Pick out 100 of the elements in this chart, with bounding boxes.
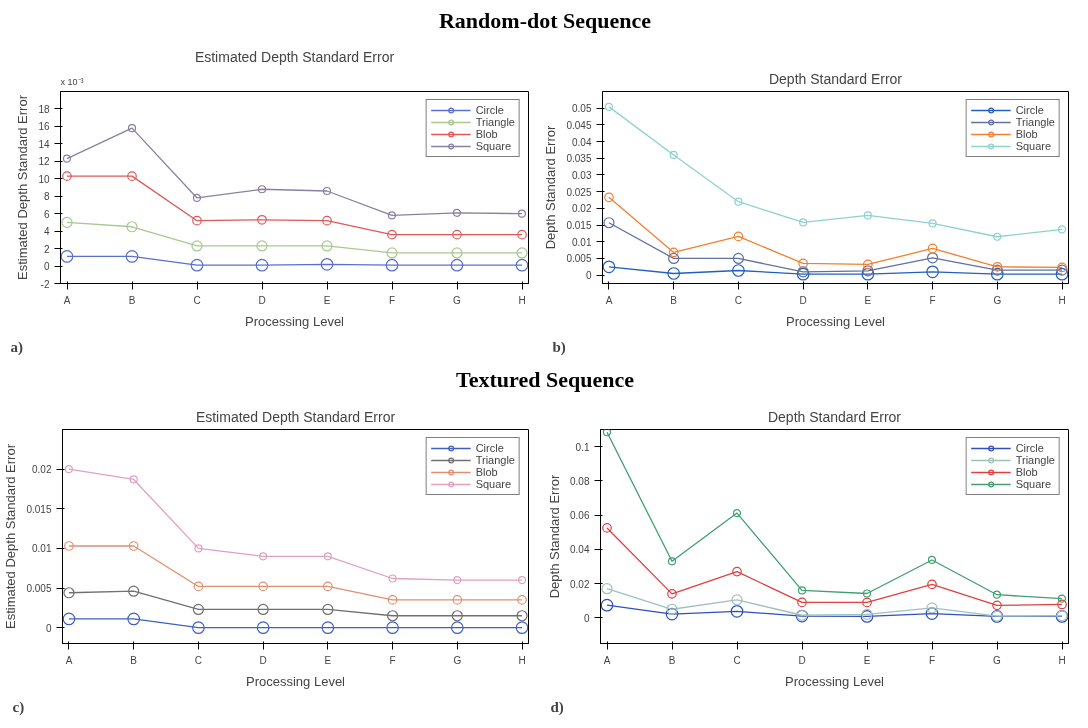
point <box>1057 594 1067 603</box>
point <box>387 230 397 240</box>
y-tick-label: 0.05 <box>572 103 592 115</box>
x-tick-label: E <box>324 654 332 666</box>
point <box>387 594 398 605</box>
x-tick-label: B <box>670 294 678 306</box>
x-tick-label: F <box>389 654 396 666</box>
legend-label: Circle <box>475 104 504 117</box>
x-tick-label: H <box>518 654 526 666</box>
point <box>926 265 939 279</box>
y-tick-label: 18 <box>38 104 50 116</box>
point <box>127 612 141 626</box>
point <box>257 185 267 194</box>
legend-label: Triangle <box>475 453 515 466</box>
legend-label: Blob <box>475 465 498 478</box>
point <box>64 541 74 551</box>
point <box>799 218 808 227</box>
x-tick-label: C <box>193 294 201 306</box>
x-tick-label: B <box>668 654 676 666</box>
point <box>386 621 399 634</box>
point <box>732 508 742 517</box>
point <box>927 555 937 564</box>
point <box>517 575 527 585</box>
y-tick-label: 0.01 <box>32 543 52 555</box>
x-tick-label: A <box>603 654 611 666</box>
y-tick-label: 2 <box>43 244 50 256</box>
point <box>192 621 205 634</box>
y-axis-title: Estimated Depth Standard Error <box>15 94 31 281</box>
point <box>255 259 269 272</box>
point <box>601 582 613 595</box>
point <box>603 217 615 229</box>
point <box>450 621 464 634</box>
y-tick-label: 0.06 <box>570 509 590 521</box>
legend-label: Triangle <box>475 116 515 129</box>
y-tick-label: 0.08 <box>570 475 590 487</box>
point <box>257 603 269 615</box>
point <box>517 594 527 605</box>
legend-label: Circle <box>1015 104 1044 117</box>
point <box>863 211 872 220</box>
point <box>515 259 529 272</box>
point <box>451 247 463 259</box>
point <box>927 244 938 254</box>
y-tick-label: 0.035 <box>566 153 592 165</box>
x-axis-title: Processing Level <box>785 673 885 689</box>
point <box>1056 264 1068 277</box>
point <box>128 541 139 551</box>
point <box>322 216 332 226</box>
point <box>385 259 399 272</box>
point <box>992 600 1002 611</box>
y-tick-label: 16 <box>38 121 50 133</box>
y-tick-label: 0.1 <box>575 441 590 453</box>
point <box>323 552 332 561</box>
x-tick-label: G <box>453 654 462 666</box>
point <box>386 247 398 259</box>
y-tick-label: 0.015 <box>566 220 592 232</box>
legend-label: Blob <box>475 128 498 141</box>
point <box>666 603 678 615</box>
point <box>991 264 1003 277</box>
legend-label: Blob <box>1015 465 1038 478</box>
point <box>863 260 873 270</box>
point <box>798 259 808 269</box>
point <box>517 230 527 240</box>
y-tick-label: 8 <box>43 191 50 203</box>
point <box>127 124 137 133</box>
x-tick-label: H <box>1058 654 1066 666</box>
point <box>993 233 1002 242</box>
point <box>452 209 462 218</box>
x-tick-label: D <box>258 294 266 306</box>
text: Random-dot Sequence <box>438 7 652 35</box>
text: Textured Sequence <box>456 366 634 395</box>
y-tick-label: 10 <box>38 174 50 186</box>
point <box>127 171 137 182</box>
y-tick-label: 0.02 <box>572 203 592 215</box>
y-tick-label: 0.025 <box>566 187 592 199</box>
y-tick-label: 12 <box>38 156 50 168</box>
point <box>450 259 464 272</box>
x-tick-label: G <box>993 294 1002 306</box>
point <box>732 264 745 278</box>
point <box>388 574 397 583</box>
x-axis-title: Processing Level <box>245 313 345 329</box>
chart-title: Estimated Depth Standard Error <box>194 48 395 65</box>
y-tick-label: 0 <box>583 612 590 624</box>
point <box>668 253 680 265</box>
point <box>192 194 202 203</box>
point <box>129 475 138 484</box>
point <box>925 607 939 620</box>
text: d) <box>550 698 564 716</box>
legend-label: Blob <box>1015 128 1038 141</box>
point <box>257 215 267 226</box>
point <box>258 581 268 592</box>
y-tick-label: 14 <box>38 139 50 151</box>
x-tick-label: C <box>734 294 743 306</box>
point <box>992 262 1003 273</box>
point <box>516 610 528 622</box>
point <box>191 240 203 252</box>
point <box>321 240 333 252</box>
x-tick-label: H <box>1058 294 1066 306</box>
point <box>602 429 612 437</box>
point <box>125 250 139 264</box>
point <box>192 216 202 226</box>
